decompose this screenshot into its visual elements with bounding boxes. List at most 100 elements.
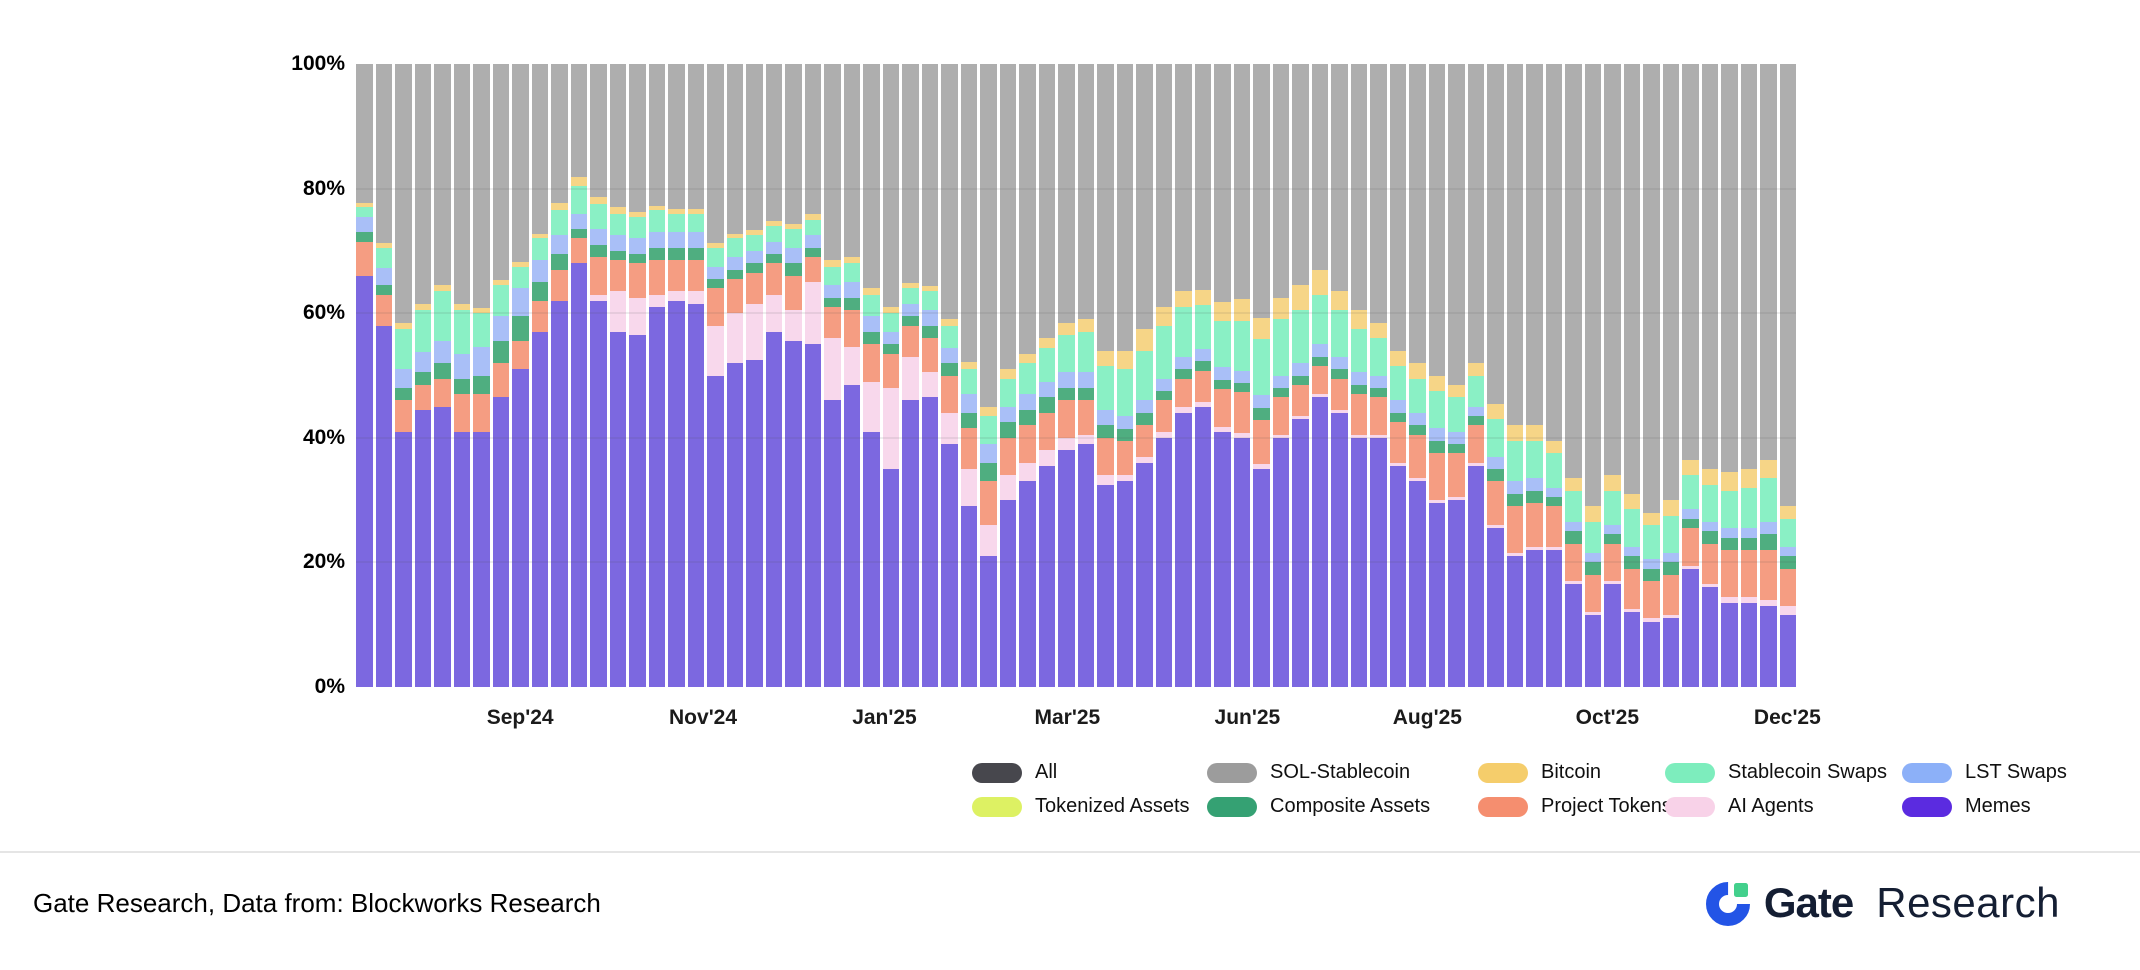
legend-item-stablecoin-swaps[interactable]: Stablecoin Swaps	[1665, 761, 1887, 784]
bar[interactable]	[492, 64, 509, 687]
bar[interactable]	[1760, 64, 1777, 687]
bar[interactable]	[1448, 64, 1465, 687]
bar[interactable]	[1311, 64, 1328, 687]
bar[interactable]	[473, 64, 490, 687]
bar[interactable]	[902, 64, 919, 687]
bar[interactable]	[1565, 64, 1582, 687]
bar[interactable]	[1487, 64, 1504, 687]
bar[interactable]	[882, 64, 899, 687]
bar[interactable]	[395, 64, 412, 687]
bar[interactable]	[960, 64, 977, 687]
legend-item-sol-stablecoin[interactable]: SOL-Stablecoin	[1207, 761, 1410, 784]
bar[interactable]	[648, 64, 665, 687]
bar[interactable]	[1701, 64, 1718, 687]
bar[interactable]	[1155, 64, 1172, 687]
legend-item-ai-agents[interactable]: AI Agents	[1665, 795, 1814, 818]
bar[interactable]	[512, 64, 529, 687]
bar[interactable]	[707, 64, 724, 687]
bar-segment-composite_assets	[1643, 568, 1660, 582]
bar[interactable]	[785, 64, 802, 687]
bar[interactable]	[1214, 64, 1231, 687]
bar[interactable]	[1604, 64, 1621, 687]
bar[interactable]	[609, 64, 626, 687]
bar[interactable]	[356, 64, 373, 687]
bar[interactable]	[921, 64, 938, 687]
bar[interactable]	[1545, 64, 1562, 687]
bar[interactable]	[1506, 64, 1523, 687]
bar[interactable]	[1331, 64, 1348, 687]
bar[interactable]	[687, 64, 704, 687]
legend-swatch	[1207, 762, 1257, 783]
bar[interactable]	[1019, 64, 1036, 687]
bar[interactable]	[1077, 64, 1094, 687]
bar[interactable]	[590, 64, 607, 687]
bar[interactable]	[1097, 64, 1114, 687]
legend-item-all[interactable]: All	[972, 761, 1057, 784]
legend-item-lst-swaps[interactable]: LST Swaps	[1902, 761, 2067, 784]
bar[interactable]	[1175, 64, 1192, 687]
bar[interactable]	[570, 64, 587, 687]
bar[interactable]	[824, 64, 841, 687]
bar[interactable]	[1526, 64, 1543, 687]
bar[interactable]	[804, 64, 821, 687]
bar[interactable]	[434, 64, 451, 687]
bar[interactable]	[1779, 64, 1796, 687]
bar[interactable]	[863, 64, 880, 687]
bar[interactable]	[1643, 64, 1660, 687]
bar-segment-stablecoin_swaps	[1311, 294, 1328, 345]
bar-segment-sol_stablecoin	[1740, 64, 1757, 469]
bar[interactable]	[1194, 64, 1211, 687]
bar-segment-sol_stablecoin	[1721, 64, 1738, 473]
bar[interactable]	[1253, 64, 1270, 687]
legend-item-composite-assets[interactable]: Composite Assets	[1207, 795, 1430, 818]
bar[interactable]	[1623, 64, 1640, 687]
bar[interactable]	[629, 64, 646, 687]
bar-segment-project_tokens	[1155, 400, 1172, 432]
bar[interactable]	[726, 64, 743, 687]
bar[interactable]	[1058, 64, 1075, 687]
legend-item-memes[interactable]: Memes	[1902, 795, 2031, 818]
legend-item-bitcoin[interactable]: Bitcoin	[1478, 761, 1601, 784]
bar[interactable]	[1370, 64, 1387, 687]
bar-segment-memes	[1116, 481, 1133, 687]
bar[interactable]	[1116, 64, 1133, 687]
bar[interactable]	[1662, 64, 1679, 687]
bar[interactable]	[1740, 64, 1757, 687]
bar[interactable]	[1272, 64, 1289, 687]
x-tick-label: Sep'24	[486, 706, 554, 729]
bar[interactable]	[746, 64, 763, 687]
bar-segment-composite_assets	[609, 250, 626, 261]
bar[interactable]	[1038, 64, 1055, 687]
bar[interactable]	[375, 64, 392, 687]
bar-segment-ai_agents	[746, 303, 763, 360]
bar[interactable]	[941, 64, 958, 687]
bar[interactable]	[999, 64, 1016, 687]
bar-segment-lst_swaps	[863, 316, 880, 332]
bar[interactable]	[1292, 64, 1309, 687]
bar[interactable]	[668, 64, 685, 687]
bar[interactable]	[551, 64, 568, 687]
bar[interactable]	[1389, 64, 1406, 687]
bar[interactable]	[414, 64, 431, 687]
bar[interactable]	[1467, 64, 1484, 687]
bar[interactable]	[765, 64, 782, 687]
bar[interactable]	[453, 64, 470, 687]
bar[interactable]	[1428, 64, 1445, 687]
legend-item-tokenized-assets[interactable]: Tokenized Assets	[972, 795, 1190, 818]
bar[interactable]	[1233, 64, 1250, 687]
bar[interactable]	[1409, 64, 1426, 687]
legend-item-project-tokens[interactable]: Project Tokens	[1478, 795, 1672, 818]
bar[interactable]	[1136, 64, 1153, 687]
bar[interactable]	[980, 64, 997, 687]
bar-segment-stablecoin_swaps	[531, 238, 548, 261]
bar[interactable]	[531, 64, 548, 687]
bar[interactable]	[843, 64, 860, 687]
bar-segment-ai_agents	[1272, 434, 1289, 438]
bar-segment-project_tokens	[960, 428, 977, 469]
bar[interactable]	[1721, 64, 1738, 687]
bar-segment-stablecoin_swaps	[980, 416, 997, 445]
bar[interactable]	[1584, 64, 1601, 687]
bar[interactable]	[1350, 64, 1367, 687]
bar-segment-memes	[434, 406, 451, 687]
bar[interactable]	[1682, 64, 1699, 687]
